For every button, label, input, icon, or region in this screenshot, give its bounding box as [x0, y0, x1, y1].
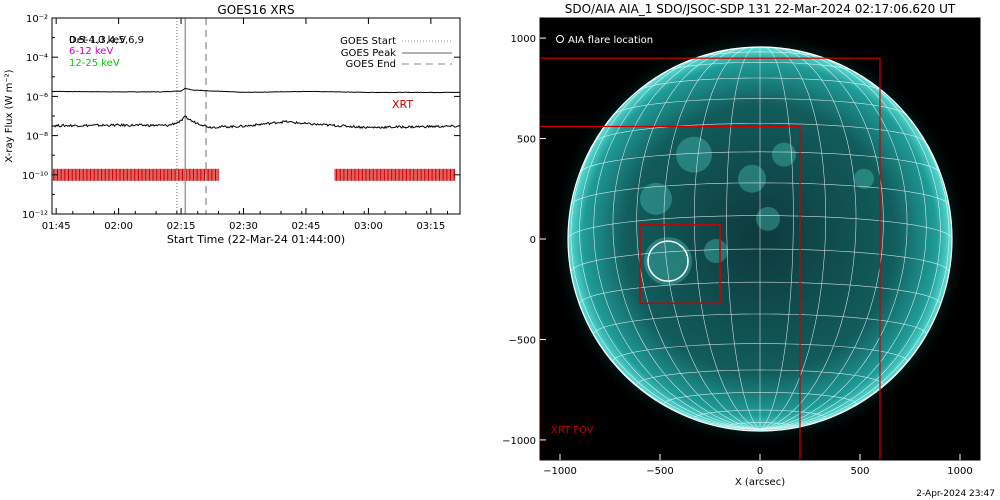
- xrt-coverage-segment-1: [334, 168, 456, 181]
- xrt-fov-label: XRT FOV: [551, 425, 594, 436]
- goes-chart-title: GOES16 XRS: [217, 3, 294, 17]
- channel-label-0: 0.5-4.0 keV: [69, 35, 126, 46]
- active-region-0: [676, 136, 712, 173]
- aia-axes: −1000 −500 0 500 1000 −1000 −500 0 500 1000: [502, 34, 973, 477]
- aia-x-tick-label: 1000: [947, 466, 972, 477]
- xrt-coverage-segment-0: [52, 168, 219, 181]
- aia-y-tick-label: 0: [530, 235, 536, 246]
- goes-y-tick-label: 10⁻⁴: [26, 53, 48, 64]
- legend-goes-start-label: GOES Start: [340, 36, 396, 47]
- active-region-1: [738, 164, 766, 193]
- goes-x-tick-label: 02:30: [229, 221, 258, 232]
- active-region-7: [756, 206, 780, 231]
- grid-longitude-line: [759, 57, 941, 430]
- active-region-2: [772, 142, 796, 167]
- goes-y-tick-label: 10⁻¹²: [22, 210, 48, 221]
- grid-longitude-line: [759, 82, 950, 430]
- grid-longitude-line: [570, 82, 761, 430]
- goes-x-tick-label: 02:00: [104, 221, 133, 232]
- aia-y-tick-label: 1000: [511, 34, 536, 45]
- active-region-5: [704, 239, 728, 264]
- active-region-6: [854, 168, 874, 189]
- grid-longitude-line: [612, 49, 761, 430]
- aia-x-tick-label: −500: [646, 466, 673, 477]
- legend-goes-peak-label: GOES Peak: [341, 48, 396, 59]
- grid-longitude-line: [759, 48, 884, 430]
- grid-longitude-line: [759, 49, 908, 430]
- goes-channel-labels: 0.5-4.0 keV Det 1,3,4,5,6,9 6-12 keV 12-…: [69, 35, 144, 69]
- goes-y-tick-label: 10⁻²: [26, 14, 48, 25]
- aia-image-area: [540, 29, 970, 460]
- goes-series-0: [52, 87, 460, 94]
- goes-y-axis-label: X-ray Flux (W m⁻²): [4, 69, 15, 162]
- goes-y-tick-label: 10⁻⁶: [26, 92, 48, 103]
- aia-x-axis-label: X (arcsec): [735, 477, 785, 488]
- grid-longitude-line: [579, 57, 761, 430]
- grid-longitude-line: [726, 46, 761, 430]
- channel-label-1: Det 1,3,4,5,6,9: [69, 35, 144, 46]
- flare-legend-marker: [556, 35, 564, 43]
- xrt-label: XRT: [392, 98, 413, 111]
- heliographic-grid: [567, 46, 953, 430]
- active-region-4: [644, 237, 692, 286]
- goes-y-tick-label: 10⁻¹⁰: [22, 171, 48, 182]
- goes-x-tick-label: 02:15: [167, 221, 196, 232]
- aia-image-title: SDO/AIA AIA_1 SDO/JSOC-SDP 131 22-Mar-20…: [565, 2, 956, 16]
- solar-limb: [567, 46, 953, 432]
- flare-location-circle: [647, 240, 689, 282]
- flare-legend-label: AIA flare location: [568, 35, 653, 46]
- goes-legend: GOES Start GOES Peak GOES End: [340, 36, 452, 70]
- grid-longitude-line: [759, 51, 927, 430]
- grid-longitude-line: [636, 48, 761, 430]
- goes-plot-area: [52, 18, 460, 214]
- grid-longitude-line: [759, 46, 794, 430]
- goes-xrs-panel: GOES16 XRS 01:45 02:00 02:15 02:30 02:45 03:0…: [4, 3, 461, 246]
- goes-x-tick-label: 03:15: [416, 221, 445, 232]
- legend-goes-end-label: GOES End: [346, 59, 396, 70]
- aia-image-panel: SDO/AIA AIA_1 SDO/JSOC-SDP 131 22-Mar-20…: [502, 2, 981, 488]
- goes-axes: 01:45 02:00 02:15 02:30 02:45 03:00 03:15 10⁻¹²…: [22, 14, 460, 232]
- grid-longitude-line: [693, 47, 761, 430]
- channel-label-2: 6-12 keV: [69, 46, 113, 57]
- aia-x-tick-label: 0: [757, 466, 763, 477]
- grid-longitude-line: [759, 47, 827, 430]
- channel-label-3: 12-25 keV: [69, 58, 120, 69]
- aia-y-tick-label: −500: [509, 335, 536, 346]
- aia-y-tick-label: 500: [517, 135, 536, 146]
- goes-x-axis-label: Start Time (22-Mar-24 01:44:00): [167, 233, 345, 246]
- grid-longitude-line: [759, 47, 857, 430]
- aia-x-tick-label: 500: [850, 466, 869, 477]
- aia-y-tick-label: −1000: [502, 436, 536, 447]
- grid-longitude-line: [663, 47, 761, 430]
- goes-y-tick-label: 10⁻⁸: [26, 132, 48, 143]
- fov-box-1: [540, 125, 801, 460]
- aia-flare-legend: AIA flare location: [556, 35, 653, 46]
- goes-series-1: [52, 115, 460, 130]
- goes-x-tick-label: 03:00: [354, 221, 383, 232]
- aia-x-tick-label: −1000: [543, 466, 577, 477]
- goes-x-tick-label: 01:45: [42, 221, 71, 232]
- goes-x-tick-label: 02:45: [292, 221, 321, 232]
- grid-longitude-line: [593, 51, 761, 430]
- fov-box-2: [639, 224, 721, 305]
- footer-timestamp: 2-Apr-2024 23:47: [916, 489, 995, 499]
